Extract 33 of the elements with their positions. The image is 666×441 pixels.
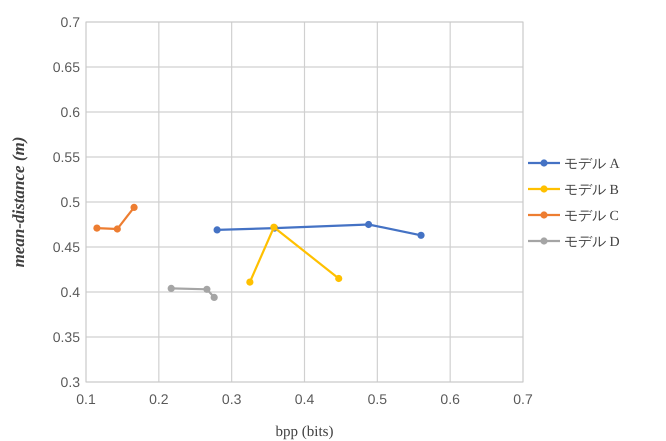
y-tick-label: 0.5 (60, 194, 80, 210)
point (364, 220, 372, 228)
x-tick-label: 0.3 (222, 391, 242, 407)
point (130, 204, 138, 211)
legend-label: モデル C (564, 209, 619, 224)
point (168, 284, 175, 292)
y-tick-label: 0.4 (60, 284, 80, 300)
y-tick-label: 0.6 (60, 104, 80, 120)
legend-label: モデル D (564, 235, 620, 250)
y-tick-label: 0.65 (52, 59, 80, 75)
point (246, 278, 254, 286)
x-tick-label: 0.7 (513, 391, 533, 407)
point (335, 274, 342, 282)
x-axis-title: bpp (bits) (276, 424, 334, 440)
point (417, 232, 425, 239)
x-tick-label: 0.1 (76, 391, 96, 407)
y-tick-label: 0.55 (52, 149, 80, 165)
point (93, 224, 101, 232)
y-tick-label: 0.3 (60, 374, 80, 390)
y-tick-label: 0.35 (52, 329, 80, 345)
x-tick-label: 0.2 (149, 391, 169, 407)
point (114, 225, 121, 233)
point (214, 226, 221, 234)
x-tick-label: 0.5 (368, 391, 388, 407)
y-tick-label: 0.7 (60, 14, 80, 30)
legend-label: モデル B (564, 183, 619, 198)
legend-label: モデル A (564, 157, 620, 172)
point (203, 286, 211, 293)
point (210, 294, 218, 301)
y-axis-title: mean-distance (m) (9, 136, 28, 268)
y-tick-label: 0.45 (52, 239, 80, 255)
x-tick-label: 0.6 (440, 391, 460, 407)
x-tick-label: 0.4 (294, 391, 314, 407)
